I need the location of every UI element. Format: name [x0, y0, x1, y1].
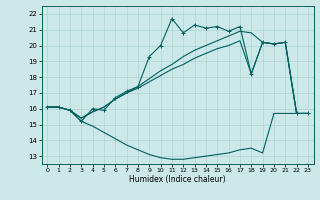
X-axis label: Humidex (Indice chaleur): Humidex (Indice chaleur): [129, 175, 226, 184]
